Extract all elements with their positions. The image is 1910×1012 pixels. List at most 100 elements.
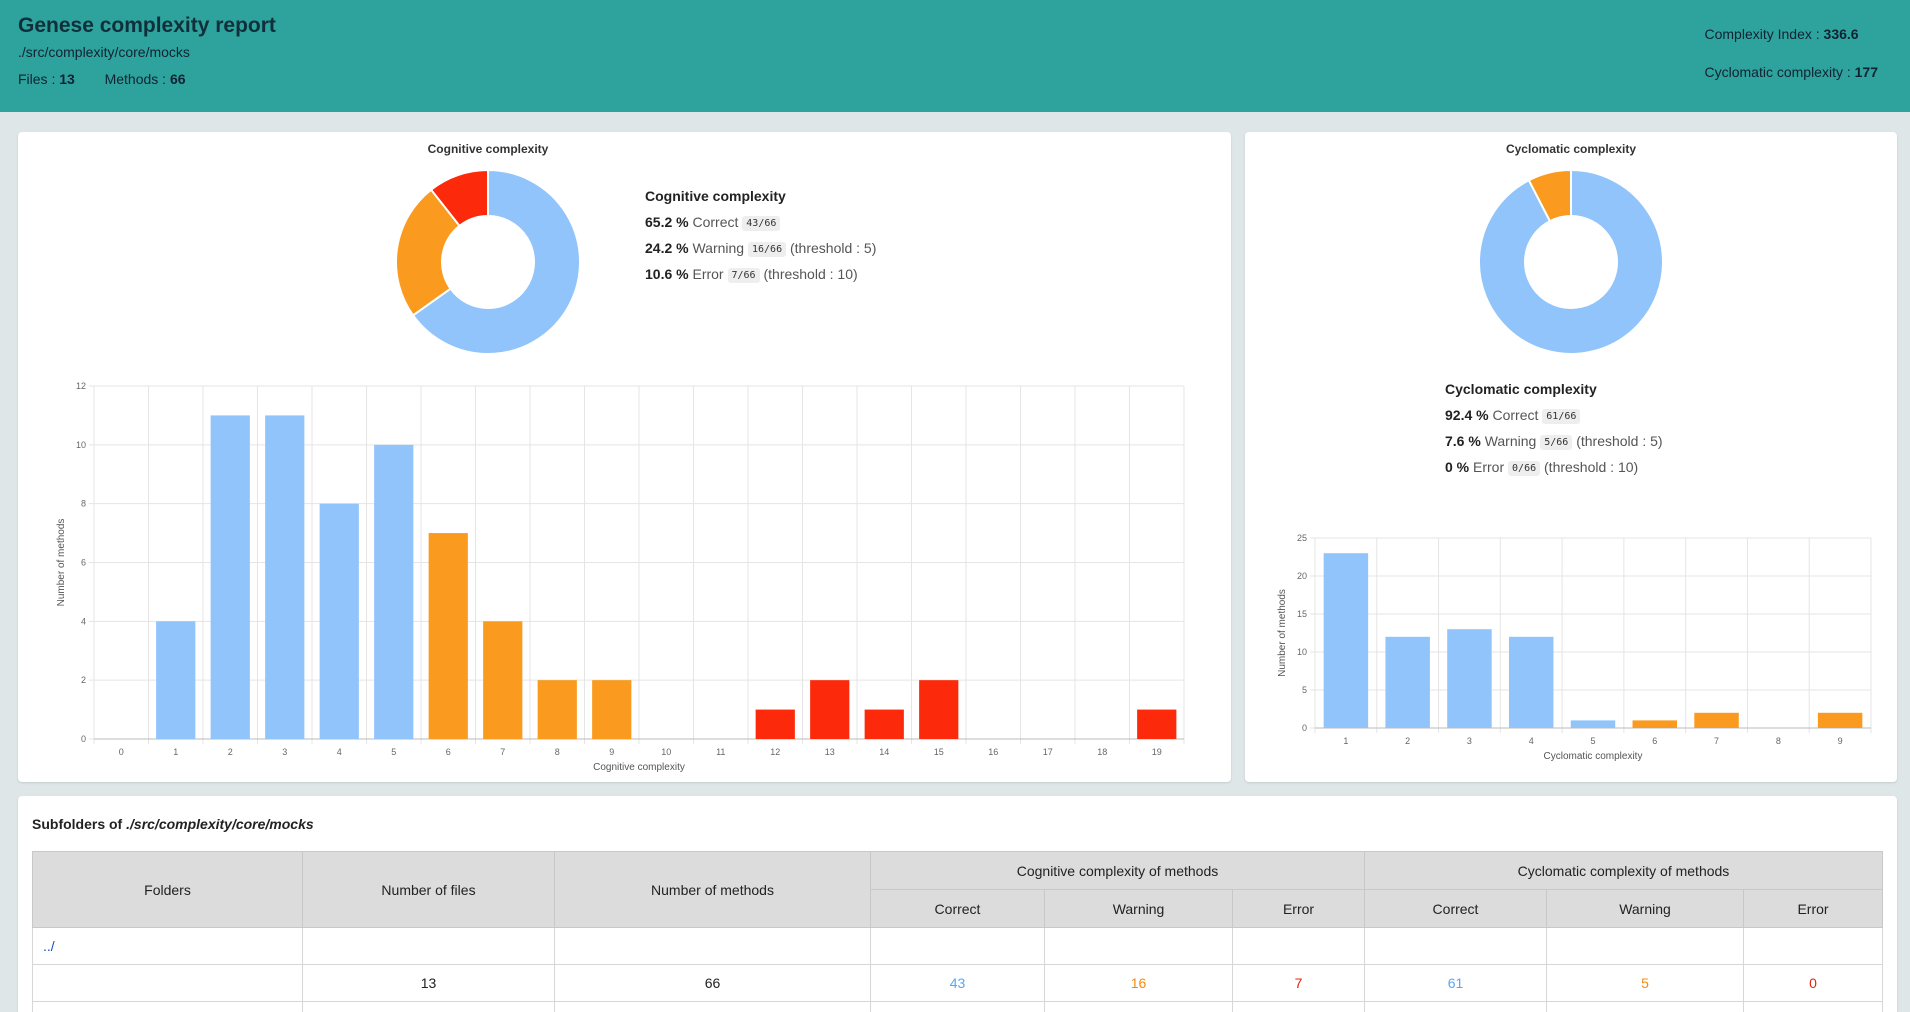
cognitive-error-badge: 7/66 bbox=[727, 268, 760, 283]
cyclomatic-ytick: 0 bbox=[1302, 723, 1307, 733]
files-label: Files : bbox=[18, 71, 56, 87]
total-files: 13 bbox=[302, 964, 555, 1002]
cyclomatic-slice-warning bbox=[1527, 168, 1572, 223]
cyclomatic-total-label: Cyclomatic complexity : bbox=[1704, 64, 1851, 80]
cognitive-bar-9 bbox=[592, 680, 632, 739]
cyclomatic-ytick: 20 bbox=[1297, 571, 1307, 581]
cognitive-ytick: 2 bbox=[81, 675, 86, 685]
cyclomatic-legend-error: 0 % Error 0/66 (threshold : 10) bbox=[1445, 459, 1639, 476]
cyclomatic-legend-warning: 7.6 % Warning 5/66 (threshold : 5) bbox=[1445, 433, 1663, 450]
cognitive-slice-error bbox=[429, 168, 489, 228]
cognitive-bar-15 bbox=[919, 680, 959, 739]
cognitive-legend-title: Cognitive complexity bbox=[645, 188, 786, 204]
cyclomatic-xtick: 7 bbox=[1714, 736, 1719, 746]
cyclomatic-bar-chart: 0 5 10 15 20 25 1 2 3 4 5 6 7 8 9 Cyclomatic complexity… bbox=[1277, 533, 1872, 762]
cyclomatic-doughnut-chart bbox=[1478, 168, 1664, 355]
cognitive-correct-badge: 43/66 bbox=[742, 216, 781, 231]
report-header: Genese complexity report ./src/complexit… bbox=[0, 0, 1910, 112]
cognitive-ytick: 8 bbox=[81, 499, 86, 509]
cognitive-xtick: 4 bbox=[337, 747, 342, 757]
cognitive-bar-1 bbox=[156, 621, 196, 739]
parent-folder-link[interactable]: ../ bbox=[32, 927, 303, 965]
cyclomatic-warning-badge: 5/66 bbox=[1540, 435, 1573, 450]
col-cyc-warning: Warning bbox=[1546, 889, 1744, 928]
cyclomatic-xtick: 9 bbox=[1838, 736, 1843, 746]
header-stats: Complexity Index : 336.6 Cyclomatic comp… bbox=[1704, 26, 1878, 102]
cyclomatic-error-badge: 0/66 bbox=[1508, 461, 1541, 476]
cognitive-xtick: 16 bbox=[988, 747, 998, 757]
cyclomatic-ytick: 25 bbox=[1297, 533, 1307, 543]
total-cyc-warning: 5 bbox=[1546, 964, 1744, 1002]
cognitive-xtick: 17 bbox=[1043, 747, 1053, 757]
cyclomatic-ytick: 15 bbox=[1297, 609, 1307, 619]
table-row: ../ bbox=[32, 927, 1883, 965]
cognitive-ytick: 12 bbox=[76, 381, 86, 391]
methods-label: Methods : bbox=[104, 71, 167, 87]
methods-value: 66 bbox=[169, 71, 186, 87]
cognitive-xlabel: Cognitive complexity bbox=[593, 762, 685, 772]
files-value: 13 bbox=[59, 71, 75, 87]
col-group-cyclomatic: Cyclomatic complexity of methods bbox=[1364, 851, 1883, 890]
cyclomatic-correct-badge: 61/66 bbox=[1542, 409, 1581, 424]
cyclomatic-bar-9 bbox=[1817, 712, 1863, 728]
total-cog-error: 7 bbox=[1232, 964, 1365, 1002]
complexity-index-label: Complexity Index : bbox=[1704, 26, 1820, 42]
cognitive-doughnut-title: Cognitive complexity bbox=[427, 142, 549, 156]
cognitive-xtick: 11 bbox=[716, 747, 725, 757]
cognitive-ytick: 4 bbox=[81, 616, 86, 626]
cognitive-slice-correct bbox=[411, 168, 581, 355]
cognitive-xtick: 13 bbox=[825, 747, 835, 757]
cognitive-legend-warning: 24.2 % Warning 16/66 (threshold : 5) bbox=[645, 240, 877, 257]
cognitive-xtick: 0 bbox=[119, 747, 124, 757]
col-cog-error: Error bbox=[1232, 889, 1365, 928]
summary-counts: Files : 13 Methods : 66 bbox=[18, 71, 186, 87]
col-cyc-error: Error bbox=[1743, 889, 1883, 928]
cyclomatic-card: Cyclomatic complexity Cyclomatic complex… bbox=[1245, 132, 1897, 782]
cyclomatic-xlabel: Cyclomatic complexity bbox=[1544, 751, 1643, 762]
cognitive-xtick: 5 bbox=[391, 747, 396, 757]
subfolders-table: Folders Number of files Number of method… bbox=[32, 851, 1883, 1012]
cognitive-ytick: 6 bbox=[81, 558, 86, 568]
cognitive-xtick: 6 bbox=[446, 747, 451, 757]
cyclomatic-ylabel: Number of methods bbox=[1277, 589, 1288, 677]
col-cog-correct: Correct bbox=[870, 889, 1045, 928]
cognitive-xtick: 18 bbox=[1097, 747, 1107, 757]
cyclomatic-bar-2 bbox=[1385, 636, 1430, 728]
cognitive-bar-13 bbox=[810, 680, 850, 739]
cyclomatic-xtick: 3 bbox=[1467, 736, 1472, 746]
cyclomatic-xtick: 5 bbox=[1590, 736, 1595, 746]
cognitive-ytick: 10 bbox=[76, 440, 86, 450]
report-path: ./src/complexity/core/mocks bbox=[18, 44, 190, 60]
cyclomatic-bar-1 bbox=[1323, 553, 1369, 728]
col-methods: Number of methods bbox=[554, 851, 871, 928]
cyclomatic-xtick: 8 bbox=[1776, 736, 1781, 746]
cognitive-bar-19 bbox=[1137, 709, 1177, 739]
subfolders-title: Subfolders of ./src/complexity/core/mock… bbox=[32, 816, 314, 832]
complexity-index-value: 336.6 bbox=[1823, 26, 1859, 42]
cognitive-legend: Cognitive complexity 65.2 % Correct 43/6… bbox=[645, 188, 876, 292]
total-methods: 66 bbox=[554, 964, 871, 1002]
cognitive-xtick: 12 bbox=[770, 747, 780, 757]
cognitive-bar-14 bbox=[864, 709, 904, 739]
cyclomatic-bar-3 bbox=[1447, 629, 1492, 728]
cyclomatic-ytick: 5 bbox=[1302, 685, 1307, 695]
cognitive-xtick: 8 bbox=[555, 747, 560, 757]
cognitive-doughnut-chart bbox=[395, 168, 581, 355]
total-cog-warning: 16 bbox=[1044, 964, 1233, 1002]
cognitive-bar-7 bbox=[483, 621, 523, 739]
col-files: Number of files bbox=[302, 851, 555, 928]
cognitive-xtick: 9 bbox=[609, 747, 614, 757]
cyclomatic-bar-5 bbox=[1570, 720, 1616, 728]
cyclomatic-bar-6 bbox=[1632, 720, 1678, 728]
cyclomatic-slice-correct bbox=[1478, 168, 1664, 355]
table-row bbox=[32, 1001, 1883, 1012]
cognitive-legend-error: 10.6 % Error 7/66 (threshold : 10) bbox=[645, 266, 858, 283]
cognitive-xtick: 14 bbox=[879, 747, 889, 757]
total-cyc-error: 0 bbox=[1743, 964, 1883, 1002]
cognitive-ytick: 0 bbox=[81, 734, 86, 744]
cognitive-bar-5 bbox=[374, 444, 414, 739]
col-cog-warning: Warning bbox=[1044, 889, 1233, 928]
cognitive-bar-2 bbox=[210, 415, 250, 739]
cognitive-bar-12 bbox=[755, 709, 795, 739]
cognitive-xtick: 15 bbox=[934, 747, 944, 757]
